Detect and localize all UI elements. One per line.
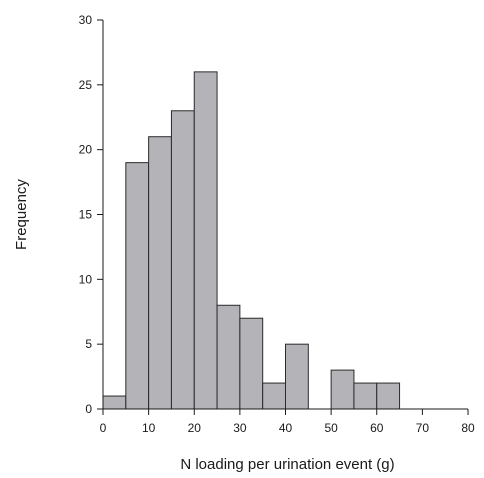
x-tick-label: 0 <box>100 421 107 435</box>
x-tick-label: 80 <box>461 421 475 435</box>
histogram-bar-55-60 <box>353 382 378 410</box>
x-tick-label: 70 <box>416 421 430 435</box>
x-axis-ticks: 0 10 20 30 40 50 60 70 80 <box>100 409 475 435</box>
histogram-bar-10-15 <box>148 136 172 410</box>
histogram-bar-15-20 <box>170 110 195 410</box>
x-tick-label: 60 <box>370 421 384 435</box>
histogram-bar-25-30 <box>216 304 241 410</box>
y-tick-label: 30 <box>79 13 93 27</box>
y-axis-label: Frequency <box>13 179 30 250</box>
histogram-bar-30-35 <box>239 317 264 410</box>
y-tick-label: 0 <box>85 402 92 416</box>
y-tick-label: 25 <box>79 78 93 92</box>
histogram-bar-35-40 <box>262 382 286 410</box>
y-tick-label: 20 <box>79 143 93 157</box>
histogram-bar-20-25 <box>193 71 218 410</box>
x-tick-label: 40 <box>279 421 293 435</box>
histogram-bar-0-5 <box>102 395 127 410</box>
histogram-bar-40-45 <box>285 343 309 410</box>
x-tick-label: 50 <box>324 421 338 435</box>
x-tick-label: 30 <box>233 421 247 435</box>
x-tick-label: 20 <box>188 421 202 435</box>
x-tick-label: 10 <box>142 421 156 435</box>
x-axis-label: N loading per urination event (g) <box>180 456 394 473</box>
bars-group <box>102 71 401 410</box>
histogram-bar-60-65 <box>376 382 401 410</box>
y-tick-label: 10 <box>79 272 93 286</box>
y-tick-label: 15 <box>79 208 93 222</box>
histogram-bar-50-55 <box>330 369 355 410</box>
y-tick-label: 5 <box>85 337 92 351</box>
y-axis-ticks: 0 5 10 15 20 25 30 <box>79 13 103 416</box>
histogram-bar-5-10 <box>125 162 150 410</box>
